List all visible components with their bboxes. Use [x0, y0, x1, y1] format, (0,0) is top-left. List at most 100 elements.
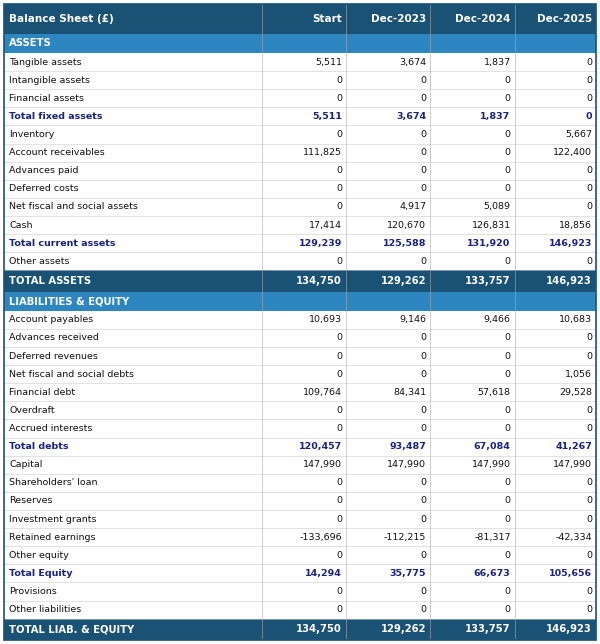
Text: Intangible assets: Intangible assets: [9, 76, 90, 84]
Text: 0: 0: [336, 257, 342, 266]
Text: 0: 0: [586, 352, 592, 361]
Text: Capital: Capital: [9, 460, 43, 469]
Text: 3,674: 3,674: [399, 57, 426, 66]
Text: 120,457: 120,457: [299, 442, 342, 451]
Bar: [4, 528, 596, 546]
Text: 57,618: 57,618: [478, 388, 511, 397]
Text: 41,267: 41,267: [555, 442, 592, 451]
Text: 134,750: 134,750: [296, 276, 342, 286]
Text: 0: 0: [505, 370, 511, 379]
Text: 0: 0: [586, 76, 592, 84]
Bar: [4, 180, 596, 198]
Text: 0: 0: [505, 497, 511, 506]
Text: 0: 0: [336, 424, 342, 433]
Text: 0: 0: [505, 166, 511, 175]
Text: 0: 0: [420, 370, 426, 379]
Bar: [4, 162, 596, 180]
Text: -42,334: -42,334: [556, 533, 592, 542]
Text: TOTAL LIAB. & EQUITY: TOTAL LIAB. & EQUITY: [9, 624, 134, 634]
Text: Total debts: Total debts: [9, 442, 68, 451]
Text: 0: 0: [420, 424, 426, 433]
Text: LIABILITIES & EQUITY: LIABILITIES & EQUITY: [9, 296, 129, 307]
Text: 0: 0: [505, 76, 511, 84]
Text: 0: 0: [420, 334, 426, 343]
Text: 0: 0: [586, 202, 592, 211]
Text: 0: 0: [420, 587, 426, 596]
Text: 0: 0: [586, 166, 592, 175]
Text: Total current assets: Total current assets: [9, 239, 115, 248]
Bar: [4, 252, 596, 270]
Text: 0: 0: [586, 257, 592, 266]
Text: 0: 0: [336, 605, 342, 614]
Text: Total Equity: Total Equity: [9, 569, 73, 578]
Text: Dec-2023: Dec-2023: [371, 14, 426, 24]
Text: 129,262: 129,262: [381, 624, 426, 634]
Text: 0: 0: [420, 94, 426, 103]
Text: 0: 0: [505, 148, 511, 157]
Text: 0: 0: [586, 406, 592, 415]
Text: Financial assets: Financial assets: [9, 94, 84, 103]
Text: Overdraft: Overdraft: [9, 406, 55, 415]
Bar: [4, 365, 596, 383]
Text: 0: 0: [420, 130, 426, 139]
Text: 18,856: 18,856: [559, 220, 592, 229]
Bar: [4, 510, 596, 528]
Text: Dec-2025: Dec-2025: [537, 14, 592, 24]
Text: 0: 0: [336, 334, 342, 343]
Text: 0: 0: [586, 478, 592, 488]
Text: 0: 0: [336, 370, 342, 379]
Bar: [4, 126, 596, 144]
Text: 0: 0: [505, 184, 511, 193]
Text: 147,990: 147,990: [472, 460, 511, 469]
Bar: [4, 546, 596, 564]
Text: 126,831: 126,831: [472, 220, 511, 229]
Text: 0: 0: [586, 587, 592, 596]
Text: 146,923: 146,923: [546, 276, 592, 286]
Text: 0: 0: [505, 406, 511, 415]
Text: 0: 0: [336, 202, 342, 211]
Text: 0: 0: [586, 497, 592, 506]
Text: 133,757: 133,757: [465, 624, 511, 634]
Text: 9,146: 9,146: [399, 316, 426, 325]
Text: Dec-2024: Dec-2024: [455, 14, 511, 24]
Bar: [4, 234, 596, 252]
Text: Total fixed assets: Total fixed assets: [9, 112, 103, 121]
Bar: [4, 4, 596, 34]
Text: 146,923: 146,923: [548, 239, 592, 248]
Text: 29,528: 29,528: [559, 388, 592, 397]
Text: 133,757: 133,757: [465, 276, 511, 286]
Text: 147,990: 147,990: [553, 460, 592, 469]
Bar: [4, 456, 596, 474]
Text: 0: 0: [420, 478, 426, 488]
Text: 5,667: 5,667: [565, 130, 592, 139]
Text: 0: 0: [420, 257, 426, 266]
Bar: [4, 311, 596, 329]
Text: TOTAL ASSETS: TOTAL ASSETS: [9, 276, 91, 286]
Text: 120,670: 120,670: [387, 220, 426, 229]
Bar: [4, 401, 596, 419]
Text: Reserves: Reserves: [9, 497, 53, 506]
Text: 5,511: 5,511: [312, 112, 342, 121]
Text: 0: 0: [586, 334, 592, 343]
Text: 0: 0: [336, 184, 342, 193]
Text: 0: 0: [505, 130, 511, 139]
Text: 0: 0: [420, 551, 426, 560]
Text: 0: 0: [336, 76, 342, 84]
Text: 5,089: 5,089: [484, 202, 511, 211]
Text: 66,673: 66,673: [474, 569, 511, 578]
Text: 122,400: 122,400: [553, 148, 592, 157]
Text: Financial debt: Financial debt: [9, 388, 75, 397]
Text: 0: 0: [336, 587, 342, 596]
Text: 109,764: 109,764: [303, 388, 342, 397]
Text: 0: 0: [336, 478, 342, 488]
Bar: [4, 53, 596, 71]
Bar: [4, 582, 596, 601]
Bar: [4, 34, 596, 53]
Bar: [4, 198, 596, 216]
Text: 0: 0: [505, 551, 511, 560]
Text: 0: 0: [336, 551, 342, 560]
Bar: [4, 90, 596, 108]
Text: Investment grants: Investment grants: [9, 515, 97, 524]
Text: 147,990: 147,990: [387, 460, 426, 469]
Text: Other liabilities: Other liabilities: [9, 605, 81, 614]
